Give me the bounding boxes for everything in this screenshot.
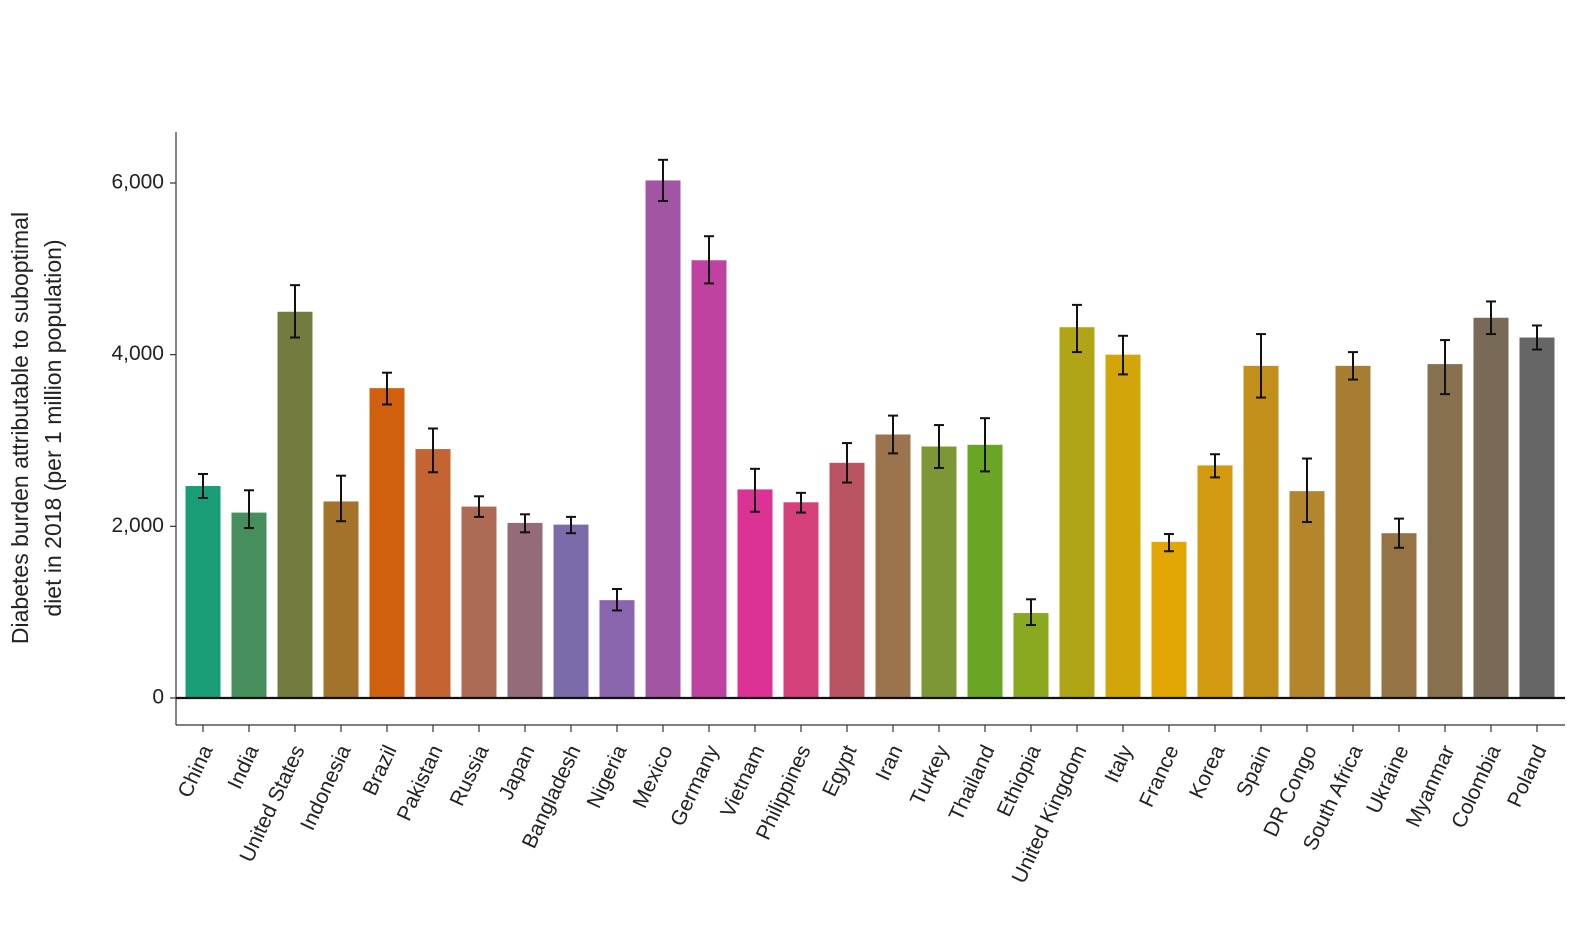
error-bar xyxy=(1026,598,1036,627)
bar xyxy=(1151,541,1187,698)
error-bar xyxy=(1164,533,1174,553)
error-bar xyxy=(290,284,300,339)
error-bar xyxy=(750,467,760,513)
bar xyxy=(369,388,405,698)
error-bar xyxy=(658,158,668,203)
bar xyxy=(277,311,313,698)
error-bar xyxy=(336,474,346,523)
bar xyxy=(1289,491,1325,698)
bar xyxy=(645,180,681,699)
x-tick-label: Vietnam xyxy=(716,742,769,821)
error-bar xyxy=(428,427,438,474)
bar xyxy=(737,489,773,698)
bars xyxy=(185,180,1555,699)
y-tick-label: 0 xyxy=(152,686,164,709)
x-tick-label: Italy xyxy=(1100,741,1137,786)
x-tick-label: Turkey xyxy=(906,741,954,809)
error-bar xyxy=(1256,333,1266,399)
bar xyxy=(1013,613,1049,698)
error-bar xyxy=(474,495,484,518)
error-bar xyxy=(1394,517,1404,549)
error-bar xyxy=(244,489,254,530)
bar xyxy=(1105,354,1141,698)
error-bar xyxy=(520,513,530,534)
y-axis-title-line-2: diet in 2018 (per 1 million population) xyxy=(40,239,66,616)
bar xyxy=(323,501,359,698)
bar xyxy=(599,600,635,698)
error-bar xyxy=(1440,339,1450,396)
bar xyxy=(1381,533,1417,698)
error-bar xyxy=(888,414,898,455)
x-tick-label: Korea xyxy=(1185,741,1230,802)
bar xyxy=(1473,317,1509,698)
x-tick-label: Spain xyxy=(1232,742,1276,800)
error-bar xyxy=(1118,334,1128,376)
bar xyxy=(231,512,267,698)
error-bar xyxy=(1486,300,1496,336)
error-bar xyxy=(842,442,852,484)
error-bar xyxy=(198,472,208,500)
y-axis-title-line-1: Diabetes burden attributable to suboptim… xyxy=(7,212,33,644)
error-bar xyxy=(566,515,576,535)
error-bar xyxy=(1072,303,1082,354)
bar xyxy=(553,524,589,698)
bar xyxy=(1519,337,1555,698)
error-bar xyxy=(980,417,990,473)
x-tick-label: Ethiopia xyxy=(993,741,1046,820)
error-bar xyxy=(796,491,806,514)
error-bar xyxy=(704,235,714,285)
bar xyxy=(507,522,543,698)
x-tick-label: Mexico xyxy=(629,742,678,812)
y-tick-label: 6,000 xyxy=(111,171,164,194)
error-bar xyxy=(1302,457,1312,524)
y-axis-title: Diabetes burden attributable to suboptim… xyxy=(7,212,66,644)
x-tick-label: Nigeria xyxy=(583,741,632,811)
x-tick-label: India xyxy=(223,741,263,792)
x-tick-label: Brazil xyxy=(359,742,402,799)
x-tick-label: France xyxy=(1135,742,1183,811)
bar xyxy=(1243,365,1279,698)
x-tick-label: Poland xyxy=(1503,742,1551,811)
bar xyxy=(691,260,727,698)
x-tick-label: Thailand xyxy=(945,742,1000,825)
bar xyxy=(415,449,451,698)
x-tick-label: Iran xyxy=(871,742,907,785)
error-bar xyxy=(1532,324,1542,351)
bar xyxy=(921,446,957,698)
bar xyxy=(875,434,911,698)
error-bar xyxy=(1348,351,1358,381)
bar xyxy=(1427,364,1463,698)
bar xyxy=(185,485,221,698)
error-bar xyxy=(1210,453,1220,479)
x-tick-label: Russia xyxy=(446,741,494,809)
bar xyxy=(1197,465,1233,698)
error-bar xyxy=(612,587,622,612)
bar xyxy=(461,506,497,698)
y-tick-label: 4,000 xyxy=(111,342,164,365)
x-tick-label: Ukraine xyxy=(1362,742,1413,817)
bar xyxy=(1335,365,1371,698)
error-bars xyxy=(198,158,1542,627)
x-tick-label: Japan xyxy=(495,742,540,804)
x-tick-label: Egypt xyxy=(818,742,862,801)
y-tick-label: 2,000 xyxy=(111,514,164,537)
bar xyxy=(967,444,1003,698)
bar xyxy=(1059,327,1095,698)
bar xyxy=(783,502,819,698)
x-tick-label: China xyxy=(174,741,218,801)
x-tick-label: Pakistan xyxy=(393,742,448,825)
y-axis: 0 2,000 4,000 6,000 xyxy=(111,132,177,725)
error-bar xyxy=(382,371,392,406)
error-bar xyxy=(934,424,944,469)
bar xyxy=(829,462,865,698)
